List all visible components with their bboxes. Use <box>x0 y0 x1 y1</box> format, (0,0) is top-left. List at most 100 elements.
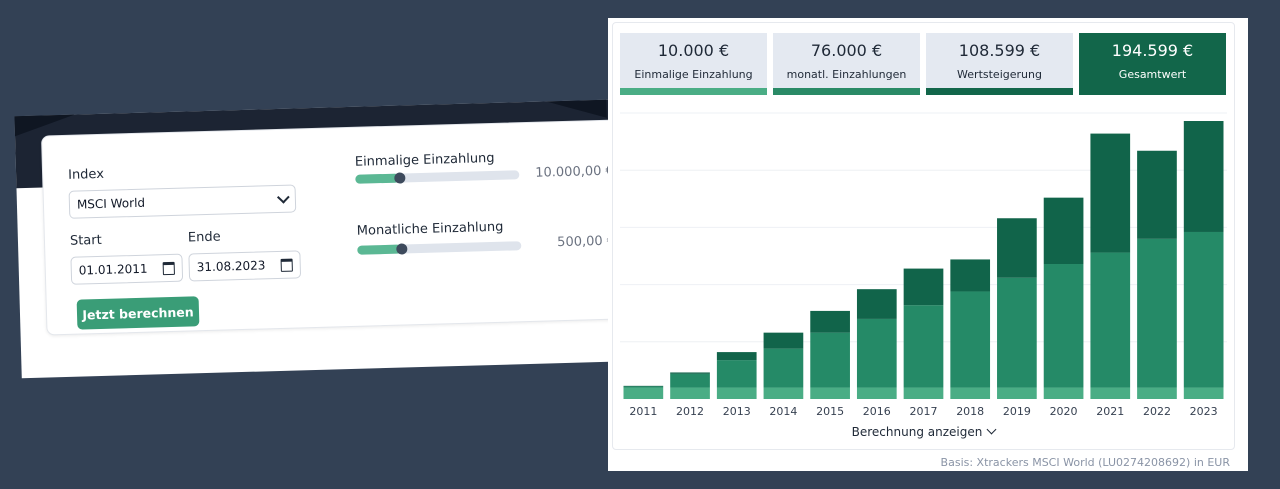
index-select-value: MSCI World <box>76 195 146 212</box>
x-tick-label: 2023 <box>1190 405 1218 418</box>
bar-segment-growth <box>997 218 1037 278</box>
monthly-slider-fill <box>357 244 402 255</box>
bar-segment-monthly <box>1090 252 1131 388</box>
stat-value: 194.599 € <box>1111 41 1194 60</box>
x-tick-label: 2017 <box>910 405 938 418</box>
x-tick-label: 2015 <box>816 405 844 418</box>
calendar-icon[interactable] <box>280 258 293 272</box>
one-time-value: 10.000,00 € <box>535 163 615 181</box>
calculate-button[interactable]: Jetzt berechnen <box>76 296 200 330</box>
bar-segment-one-time <box>623 387 664 399</box>
start-label: Start <box>69 232 102 249</box>
data-source-note: Basis: Xtrackers MSCI World (LU027420869… <box>940 456 1230 469</box>
x-tick-label: 2014 <box>769 405 797 418</box>
header-accent <box>14 114 76 137</box>
bar-segment-monthly <box>997 277 1037 388</box>
x-tick-label: 2018 <box>956 405 984 418</box>
x-tick-label: 2012 <box>676 405 704 418</box>
bar-segment-monthly <box>623 386 664 388</box>
bar-segment-monthly <box>1137 238 1177 388</box>
bar-segment-growth <box>763 332 804 349</box>
stat-one-time: 10.000 € Einmalige Einzahlung <box>620 33 767 95</box>
one-time-label: Einmalige Einzahlung <box>354 150 495 170</box>
stat-color-bar <box>926 88 1073 95</box>
bar-segment-one-time <box>1183 387 1224 399</box>
stat-caption: Einmalige Einzahlung <box>634 68 753 81</box>
bar-segment-growth <box>1043 197 1084 265</box>
bar-segment-one-time <box>670 387 710 399</box>
stat-monthly: 76.000 € monatl. Einzahlungen <box>773 33 920 95</box>
bar-segment-growth <box>716 352 757 361</box>
bar-segment-growth <box>950 259 991 292</box>
index-label: Index <box>67 166 105 183</box>
bar-segment-monthly <box>903 305 944 388</box>
start-date-value: 01.01.2011 <box>78 261 148 278</box>
bar-segment-one-time <box>716 387 757 399</box>
bar-segment-growth <box>856 289 897 319</box>
calculator-card: Index MSCI World Start 01.01.2011 Ende 3… <box>41 118 657 336</box>
header-accent <box>546 99 607 120</box>
start-date-input[interactable]: 01.01.2011 <box>70 253 184 285</box>
monthly-slider-handle[interactable] <box>396 243 408 255</box>
calculator-panel: Index MSCI World Start 01.01.2011 Ende 3… <box>14 97 684 379</box>
monthly-value: 500,00 € <box>557 233 616 251</box>
chevron-down-icon <box>986 424 997 435</box>
one-time-slider[interactable] <box>355 170 520 184</box>
stat-caption: Wertsteigerung <box>957 68 1042 81</box>
bar-segment-monthly <box>763 348 804 388</box>
end-date-input[interactable]: 31.08.2023 <box>188 250 302 282</box>
growth-bar-chart: 2011 2012 2013 2014 2015 2016 2017 2018 2019 2020… <box>620 112 1227 418</box>
stat-total: 194.599 € Gesamtwert <box>1079 33 1226 95</box>
end-date-value: 31.08.2023 <box>196 258 266 275</box>
stat-caption: monatl. Einzahlungen <box>786 68 907 81</box>
bar-segment-one-time <box>903 387 944 399</box>
bar-segment-growth <box>903 268 944 306</box>
calendar-icon[interactable] <box>162 261 175 275</box>
bar-segment-growth <box>1183 121 1224 232</box>
bar-segment-monthly <box>950 291 991 388</box>
x-tick-label: 2021 <box>1096 405 1124 418</box>
x-tick-label: 2013 <box>723 405 751 418</box>
x-tick-label: 2022 <box>1143 405 1171 418</box>
monthly-slider[interactable] <box>357 241 522 255</box>
x-tick-label: 2016 <box>863 405 891 418</box>
bar-segment-monthly <box>716 360 757 388</box>
results-card: 10.000 € Einmalige Einzahlung 76.000 € m… <box>612 22 1235 450</box>
monthly-label: Monatliche Einzahlung <box>356 219 504 239</box>
bar-segment-one-time <box>856 387 897 399</box>
bar-segment-one-time <box>997 387 1037 399</box>
bar-segment-one-time <box>763 387 804 399</box>
bar-segment-growth <box>623 385 664 387</box>
end-label: Ende <box>187 229 221 246</box>
stat-caption: Gesamtwert <box>1118 68 1187 81</box>
stat-value: 76.000 € <box>810 41 883 60</box>
bar-segment-growth <box>1137 150 1177 239</box>
bar-segment-growth <box>810 310 850 333</box>
bar-segment-one-time <box>1043 387 1084 399</box>
x-tick-label: 2019 <box>1003 405 1031 418</box>
bar-segment-growth <box>1090 133 1131 253</box>
one-time-slider-handle[interactable] <box>394 172 406 184</box>
bar-segment-monthly <box>1043 264 1084 388</box>
bar-segment-one-time <box>810 387 850 399</box>
show-calculation-label: Berechnung anzeigen <box>851 425 983 439</box>
bar-segment-monthly <box>856 318 897 388</box>
stat-color-bar <box>620 88 767 95</box>
stat-value: 10.000 € <box>657 41 730 60</box>
bar-segment-monthly <box>810 332 850 388</box>
results-panel: 10.000 € Einmalige Einzahlung 76.000 € m… <box>608 18 1248 471</box>
stat-color-bar <box>773 88 920 95</box>
bar-segment-monthly <box>670 373 710 388</box>
stat-growth: 108.599 € Wertsteigerung <box>926 33 1073 95</box>
show-calculation-toggle[interactable]: Berechnung anzeigen <box>613 424 1234 439</box>
bar-segment-growth <box>670 372 710 374</box>
bar-segment-one-time <box>950 387 991 399</box>
x-tick-label: 2020 <box>1050 405 1078 418</box>
stat-value: 108.599 € <box>958 41 1041 60</box>
bar-segment-one-time <box>1090 387 1131 399</box>
bar-segment-one-time <box>1137 387 1177 399</box>
index-select[interactable]: MSCI World <box>68 184 297 219</box>
x-tick-label: 2011 <box>629 405 657 418</box>
one-time-slider-fill <box>355 173 400 184</box>
bar-segment-monthly <box>1183 231 1224 388</box>
